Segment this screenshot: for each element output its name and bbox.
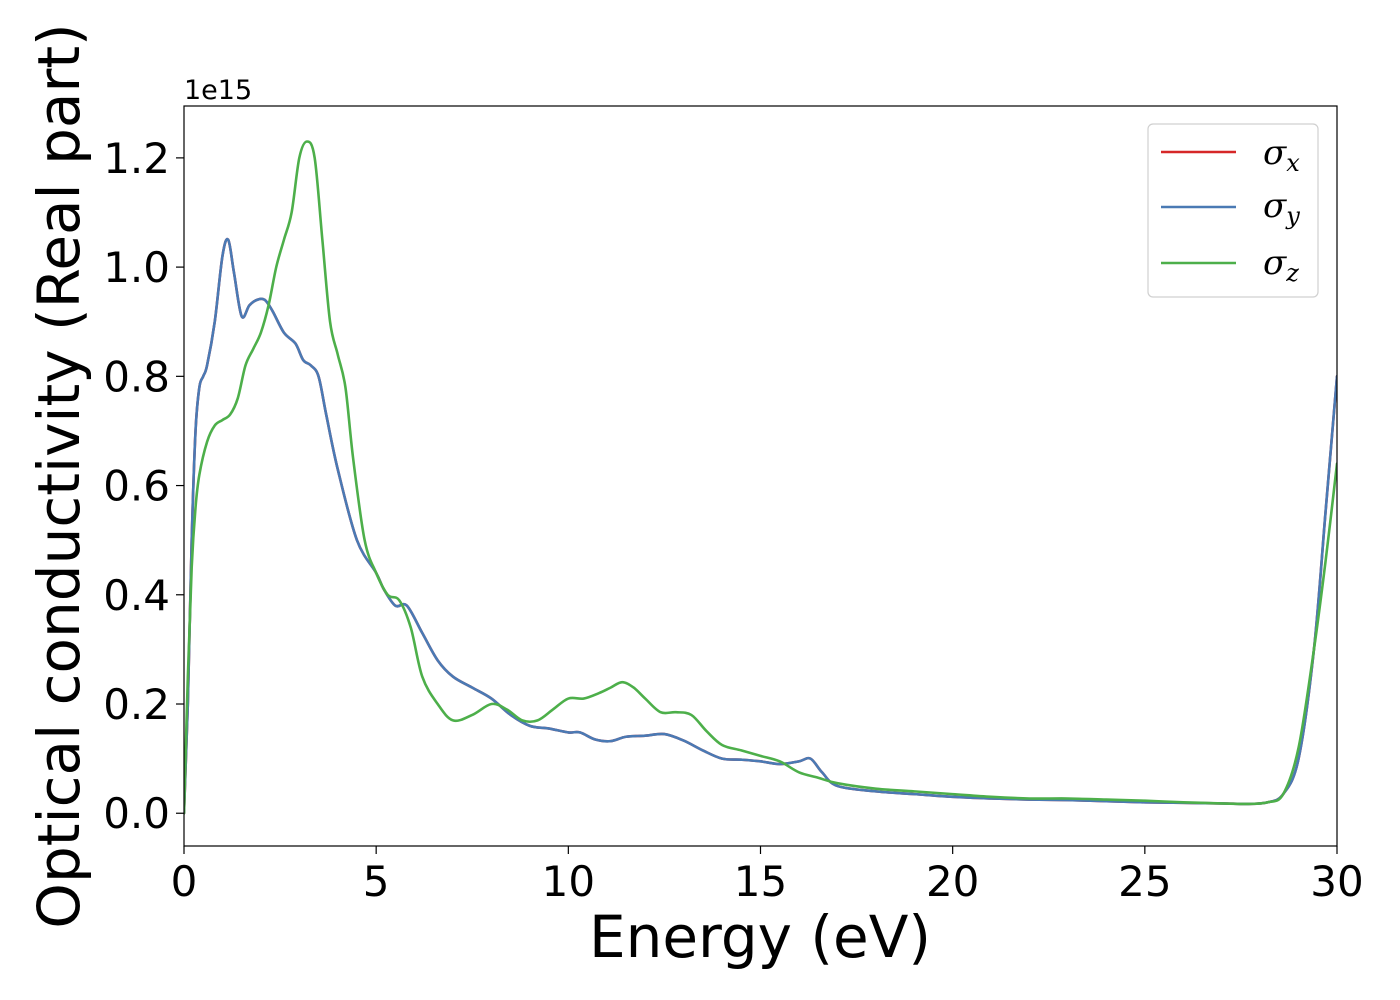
legend-label-sigma-y: σy (1263, 186, 1300, 230)
y-tick-label: 1.0 (103, 243, 170, 292)
x-axis-ticks: 0 5 10 15 20 25 30 (171, 846, 1364, 906)
x-tick-label: 25 (1118, 857, 1171, 906)
series-line-sigma-y (184, 237, 1337, 815)
y-axis-label: Optical conductivity (Real part) (25, 23, 93, 928)
legend-box (1147, 123, 1319, 298)
legend: σx σy σz (1147, 123, 1319, 298)
y-tick-label: 1.2 (103, 134, 170, 183)
y-tick-label: 0.0 (103, 789, 170, 838)
legend-entry-sigma-y: σy (1161, 186, 1300, 230)
series-line-sigma-z (184, 140, 1337, 815)
y-axis-ticks: 0.0 0.2 0.4 0.6 0.8 1.0 1.2 (103, 134, 184, 838)
y-tick-label: 0.2 (103, 680, 170, 729)
x-tick-label: 0 (171, 857, 198, 906)
y-tick-label: 0.6 (103, 462, 170, 511)
legend-entry-sigma-z: σz (1161, 243, 1299, 287)
x-tick-label: 10 (542, 857, 595, 906)
y-offset-label: 1e15 (184, 75, 252, 106)
legend-entry-sigma-x: σx (1161, 133, 1300, 177)
x-tick-label: 30 (1310, 857, 1363, 906)
x-tick-label: 20 (926, 857, 979, 906)
legend-label-sigma-z: σz (1263, 243, 1299, 287)
y-tick-label: 0.4 (103, 571, 170, 620)
x-tick-label: 15 (734, 857, 787, 906)
legend-label-sigma-x: σx (1263, 133, 1300, 177)
x-tick-label: 5 (363, 857, 390, 906)
series-layer (184, 140, 1337, 815)
y-tick-label: 0.8 (103, 352, 170, 401)
x-axis-label: Energy (eV) (589, 903, 931, 971)
